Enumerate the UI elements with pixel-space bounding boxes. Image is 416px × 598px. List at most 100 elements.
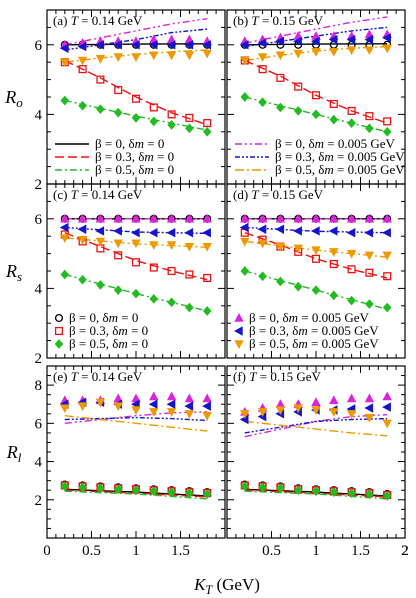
- data-point: [113, 226, 122, 236]
- data-point: [185, 302, 194, 313]
- data-point: [202, 489, 212, 499]
- data-point: [202, 242, 212, 252]
- data-point: [275, 224, 285, 234]
- series-line: [244, 420, 388, 437]
- data-point: [185, 113, 194, 122]
- data-point: [364, 393, 375, 403]
- series-line: [64, 415, 208, 432]
- data-point: [258, 65, 267, 74]
- legend-lines-a: β = 0, δm = 0β = 0.3, δm = 0β = 0.5, δm …: [55, 136, 174, 177]
- data-point: [166, 241, 177, 250]
- data-point: [293, 226, 302, 236]
- series-line: [64, 411, 208, 424]
- data-point: [167, 119, 176, 130]
- data-point: [329, 213, 339, 223]
- data-point: [364, 403, 374, 413]
- data-point: [275, 36, 285, 47]
- data-point: [131, 94, 141, 103]
- data-point: [77, 402, 88, 412]
- panel-d: (d) T = 0.15 GeV: [226, 183, 406, 359]
- data-point: [95, 237, 106, 247]
- series-line: [244, 232, 388, 279]
- data-point: [96, 104, 105, 115]
- y-tick-label: 4: [35, 455, 43, 471]
- data-point: [77, 41, 87, 52]
- data-point: [329, 259, 338, 269]
- data-point: [275, 51, 286, 61]
- data-point: [294, 82, 303, 91]
- data-point: [202, 306, 212, 316]
- data-point: [184, 401, 194, 411]
- data-point: [184, 228, 194, 238]
- legend-label: β = 0.3, δm = 0: [95, 149, 174, 164]
- data-point: [293, 213, 303, 223]
- panel-frame: [226, 365, 406, 539]
- data-point: [167, 110, 176, 119]
- data-point: [202, 40, 211, 50]
- data-point: [167, 266, 176, 276]
- data-point: [293, 244, 303, 254]
- data-point: [148, 399, 158, 409]
- data-point: [78, 100, 87, 111]
- panel-title: (a) T = 0.14 GeV: [53, 13, 143, 28]
- legend-label: β = 0, δm = 0.005 GeV: [249, 310, 369, 325]
- data-point: [347, 295, 356, 306]
- data-point: [131, 53, 141, 63]
- y-tick-label: 6: [35, 38, 43, 54]
- data-point: [347, 488, 356, 498]
- data-point: [257, 224, 267, 234]
- data-point: [329, 99, 338, 109]
- panel-title: (c) T = 0.14 GeV: [53, 187, 143, 202]
- panel-a: 2 4 6 Ro (a) T = 0.14 GeV: [4, 9, 226, 193]
- data-point: [382, 251, 392, 261]
- data-point: [167, 297, 176, 308]
- data-point: [382, 126, 392, 137]
- data-point: [184, 213, 195, 223]
- data-point: [293, 485, 303, 496]
- data-point: [276, 276, 285, 287]
- data-point: [166, 391, 177, 401]
- data-point: [311, 397, 321, 407]
- data-point: [346, 34, 356, 45]
- data-point: [113, 239, 123, 249]
- data-point: [382, 302, 392, 313]
- data-point: [60, 95, 70, 106]
- data-point: [202, 213, 212, 223]
- legend-marker: [234, 312, 244, 322]
- data-point: [329, 48, 339, 57]
- x-tick-label: 0.5: [262, 543, 281, 559]
- plot-area: [239, 391, 392, 501]
- x-tick-label: 1.5: [351, 543, 370, 559]
- data-point: [346, 228, 356, 238]
- plot-area: [239, 213, 392, 313]
- data-point: [96, 280, 105, 290]
- data-point: [95, 398, 106, 408]
- data-point: [60, 213, 70, 223]
- data-point: [149, 408, 159, 417]
- legend-marker: [233, 326, 243, 336]
- data-point: [240, 237, 250, 247]
- data-point: [311, 246, 321, 256]
- data-point: [202, 411, 212, 421]
- data-point: [96, 483, 105, 494]
- data-point: [364, 251, 375, 261]
- series-line: [64, 99, 208, 131]
- data-point: [78, 482, 87, 493]
- data-point: [383, 272, 392, 281]
- data-point: [365, 268, 374, 277]
- y-axis-label: Rl: [6, 442, 22, 465]
- data-point: [276, 102, 285, 113]
- legend-label: β = 0.5, δm = 0: [69, 336, 148, 351]
- legend-marker: [234, 340, 244, 350]
- data-point: [78, 274, 87, 285]
- data-point: [149, 103, 158, 112]
- plot-area: [59, 18, 212, 137]
- data-point: [96, 75, 105, 84]
- series-line: [64, 18, 208, 46]
- x-tick-label: 1.5: [171, 543, 190, 559]
- data-point: [293, 281, 303, 292]
- legend-marker: [54, 313, 64, 323]
- data-point: [382, 491, 392, 501]
